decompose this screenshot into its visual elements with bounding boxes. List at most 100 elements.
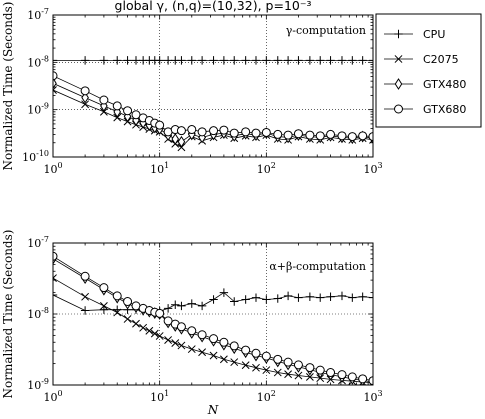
data-point-c2075 <box>171 339 180 347</box>
data-point-gtx680 <box>176 322 186 332</box>
data-point-gtx680 <box>347 132 357 142</box>
data-point-gtx680 <box>273 129 283 139</box>
legend-marker <box>394 55 403 63</box>
data-point-c2075 <box>81 292 90 301</box>
data-point-gtx680 <box>176 126 186 136</box>
data-point-gtx680 <box>315 131 325 141</box>
data-point-gtx680 <box>293 360 303 370</box>
data-point-cpu <box>305 56 315 65</box>
data-point-cpu <box>326 292 335 301</box>
data-point-gtx680 <box>112 291 122 301</box>
data-point-gtx680 <box>283 130 293 140</box>
data-point-c2075 <box>198 348 207 357</box>
data-point-cpu <box>80 306 90 315</box>
data-point-cpu <box>113 56 122 65</box>
data-point-cpu <box>53 290 58 300</box>
data-point-cpu <box>241 295 250 304</box>
top-chart: 100 101 102 103 10-10 10-9 10-8 10-7 γ-computati… <box>1 0 383 176</box>
data-point-cpu <box>187 299 196 308</box>
y-tick-label: 10-7 <box>27 235 49 250</box>
data-point-gtx680 <box>347 372 357 382</box>
data-point-gtx680 <box>99 283 109 293</box>
data-point-cpu <box>177 301 186 311</box>
x-tick-label: 100 <box>43 389 62 404</box>
data-point-cpu <box>123 56 132 65</box>
data-point-gtx680 <box>261 351 271 361</box>
x-tick-label: 101 <box>150 161 169 176</box>
data-point-cpu <box>326 56 335 65</box>
data-point-c2075 <box>273 368 282 377</box>
legend: CPU C2075 GTX480 GTX680 <box>375 13 482 128</box>
data-point-c2075 <box>177 341 186 350</box>
series-group <box>53 56 373 152</box>
data-point-cpu <box>219 288 229 297</box>
data-point-cpu <box>80 56 90 65</box>
data-point-gtx680 <box>293 129 303 139</box>
y-tick-label: 10-9 <box>27 102 49 117</box>
legend-item-cpu: CPU <box>384 28 445 41</box>
data-point-gtx680 <box>337 131 347 141</box>
data-point-c2075 <box>99 301 108 310</box>
data-point-cpu <box>230 56 239 65</box>
plot-frame <box>52 14 374 158</box>
data-point-gtx680 <box>305 363 315 373</box>
data-point-cpu <box>273 294 282 303</box>
data-point-cpu <box>294 293 303 302</box>
x-axis-label: N <box>207 403 219 417</box>
data-point-gtx680 <box>358 374 368 384</box>
data-point-gtx680 <box>197 330 207 340</box>
data-point-cpu <box>251 293 261 302</box>
data-point-gtx680 <box>368 376 373 385</box>
data-point-gtx680 <box>80 86 90 96</box>
x-tick-label: 101 <box>150 389 169 404</box>
data-point-gtx680 <box>209 334 219 344</box>
data-point-cpu <box>337 56 347 65</box>
data-point-gtx680 <box>187 326 197 336</box>
data-point-c2075 <box>155 332 164 340</box>
data-point-c2075 <box>113 308 122 317</box>
data-point-gtx680 <box>155 308 165 318</box>
data-point-gtx680 <box>251 348 261 358</box>
data-point-cpu <box>251 56 261 65</box>
legend-marker <box>394 78 403 90</box>
y-tick-label: 10-7 <box>27 7 49 22</box>
data-point-c2075 <box>123 315 132 323</box>
data-point-c2075 <box>53 86 57 94</box>
data-point-cpu <box>262 56 271 65</box>
data-point-c2075 <box>145 326 154 335</box>
legend-label: GTX680 <box>423 103 466 116</box>
y-tick-label: 10-10 <box>22 149 49 164</box>
data-point-cpu <box>163 56 173 65</box>
x-tick-label: 100 <box>43 161 62 176</box>
data-point-gtx680 <box>241 345 251 355</box>
data-point-cpu <box>197 56 207 65</box>
data-point-gtx680 <box>219 337 229 347</box>
data-point-cpu <box>283 291 293 301</box>
data-point-gtx680 <box>187 125 197 135</box>
data-point-gtx680 <box>80 271 90 281</box>
x-tick-label: 103 <box>363 161 382 176</box>
data-point-cpu <box>99 305 109 314</box>
data-point-gtx680 <box>305 130 315 140</box>
x-tick-label: 103 <box>363 389 382 404</box>
data-point-c2075 <box>132 319 140 328</box>
data-point-gtx680 <box>229 341 239 351</box>
data-point-gtx680 <box>273 354 283 364</box>
data-point-cpu <box>283 56 293 65</box>
data-point-gtx680 <box>315 365 325 375</box>
data-point-gtx680 <box>112 101 122 111</box>
data-point-gtx680 <box>251 128 261 138</box>
legend-label: C2075 <box>423 53 459 66</box>
data-point-cpu <box>53 56 58 65</box>
data-point-gtx680 <box>53 251 58 261</box>
bottom-chart: 100 101 102 103 10-9 10-8 10-7 α+β-computation N… <box>1 230 383 417</box>
data-point-cpu <box>177 56 186 65</box>
data-point-c2075 <box>164 336 173 344</box>
data-point-gtx680 <box>261 127 271 137</box>
data-point-c2075 <box>219 355 228 364</box>
data-point-cpu <box>187 56 196 65</box>
data-point-gtx680 <box>241 127 251 137</box>
data-point-cpu <box>368 56 373 65</box>
legend-marker <box>394 104 403 114</box>
